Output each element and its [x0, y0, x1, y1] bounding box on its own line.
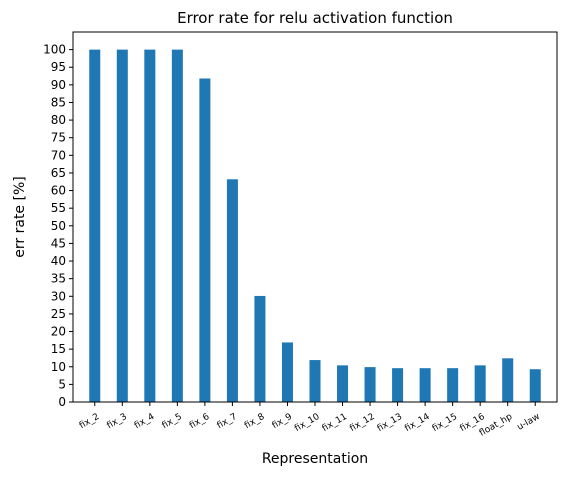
x-tick-label: fix_11: [321, 412, 349, 434]
x-tick-label: fix_14: [403, 412, 432, 434]
x-tick-label: fix_9: [271, 412, 295, 431]
x-tick-label: fix_3: [105, 412, 128, 431]
y-tick-label: 15: [51, 342, 66, 356]
x-tick-label: u-law: [516, 412, 542, 433]
bar-float_hp: [502, 358, 514, 402]
y-axis-label: err rate [%]: [12, 176, 28, 257]
x-tick-label: fix_8: [243, 412, 267, 431]
y-tick-label: 55: [51, 201, 66, 215]
plot-frame: [72, 31, 558, 403]
y-tick-label: 30: [51, 289, 66, 303]
bar-fix_12: [364, 367, 376, 402]
y-axis: 0 5 10 15 20 25 30 35 40 45 50 55 60 65 70 75 80 85 90 95 10…: [43, 43, 73, 409]
bar-fix_8: [254, 295, 266, 402]
y-tick-label: 60: [51, 184, 66, 198]
bar-fix_7: [226, 179, 238, 402]
x-tick-label: fix_6: [188, 412, 212, 431]
bar-fix_4: [144, 49, 156, 402]
x-tick-label: fix_7: [216, 412, 239, 431]
bar-fix_9: [281, 342, 293, 402]
y-tick-label: 10: [51, 360, 66, 374]
y-tick-label: 70: [51, 148, 66, 162]
bar-fix_2: [89, 49, 101, 402]
y-tick-label: 40: [51, 254, 66, 268]
y-tick-label: 85: [51, 95, 66, 109]
y-tick-label: 100: [43, 43, 66, 57]
x-tick-label: fix_10: [293, 412, 322, 434]
chart-title: Error rate for relu activation function: [177, 9, 453, 27]
y-tick-label: 35: [51, 272, 66, 286]
bar-fix_11: [337, 365, 349, 402]
y-tick-label: 95: [51, 60, 66, 74]
y-tick-label: 45: [51, 236, 66, 250]
x-tick-label: fix_5: [160, 412, 183, 431]
bar-fix_10: [309, 360, 321, 402]
x-tick-label: fix_15: [431, 412, 459, 434]
y-tick-label: 75: [51, 131, 66, 145]
bar-fix_14: [419, 368, 431, 402]
bar-fix_16: [474, 365, 486, 402]
y-tick-label: 90: [51, 78, 66, 92]
x-tick-label: fix_12: [348, 412, 376, 434]
y-tick-label: 0: [58, 395, 66, 409]
x-axis: fix_2 fix_3 fix_4 fix_5 fix_6 fix_7 fix_8 fix_9…: [78, 402, 542, 439]
bar-u-law: [529, 369, 541, 402]
y-tick-label: 20: [51, 325, 66, 339]
bars-group: [89, 49, 541, 402]
bar-fix_13: [392, 368, 404, 402]
x-tick-label: fix_4: [133, 412, 157, 431]
y-tick-label: 25: [51, 307, 66, 321]
y-tick-label: 50: [51, 219, 66, 233]
x-tick-label: fix_2: [78, 412, 101, 431]
x-tick-label: fix_13: [376, 412, 404, 434]
bar-fix_6: [199, 78, 211, 402]
y-tick-label: 5: [58, 377, 66, 391]
bar-fix_5: [171, 49, 183, 402]
y-tick-label: 65: [51, 166, 66, 180]
bar-fix_3: [116, 49, 128, 402]
bar-fix_15: [447, 368, 459, 402]
y-tick-label: 80: [51, 113, 66, 127]
x-axis-label: Representation: [262, 451, 368, 467]
